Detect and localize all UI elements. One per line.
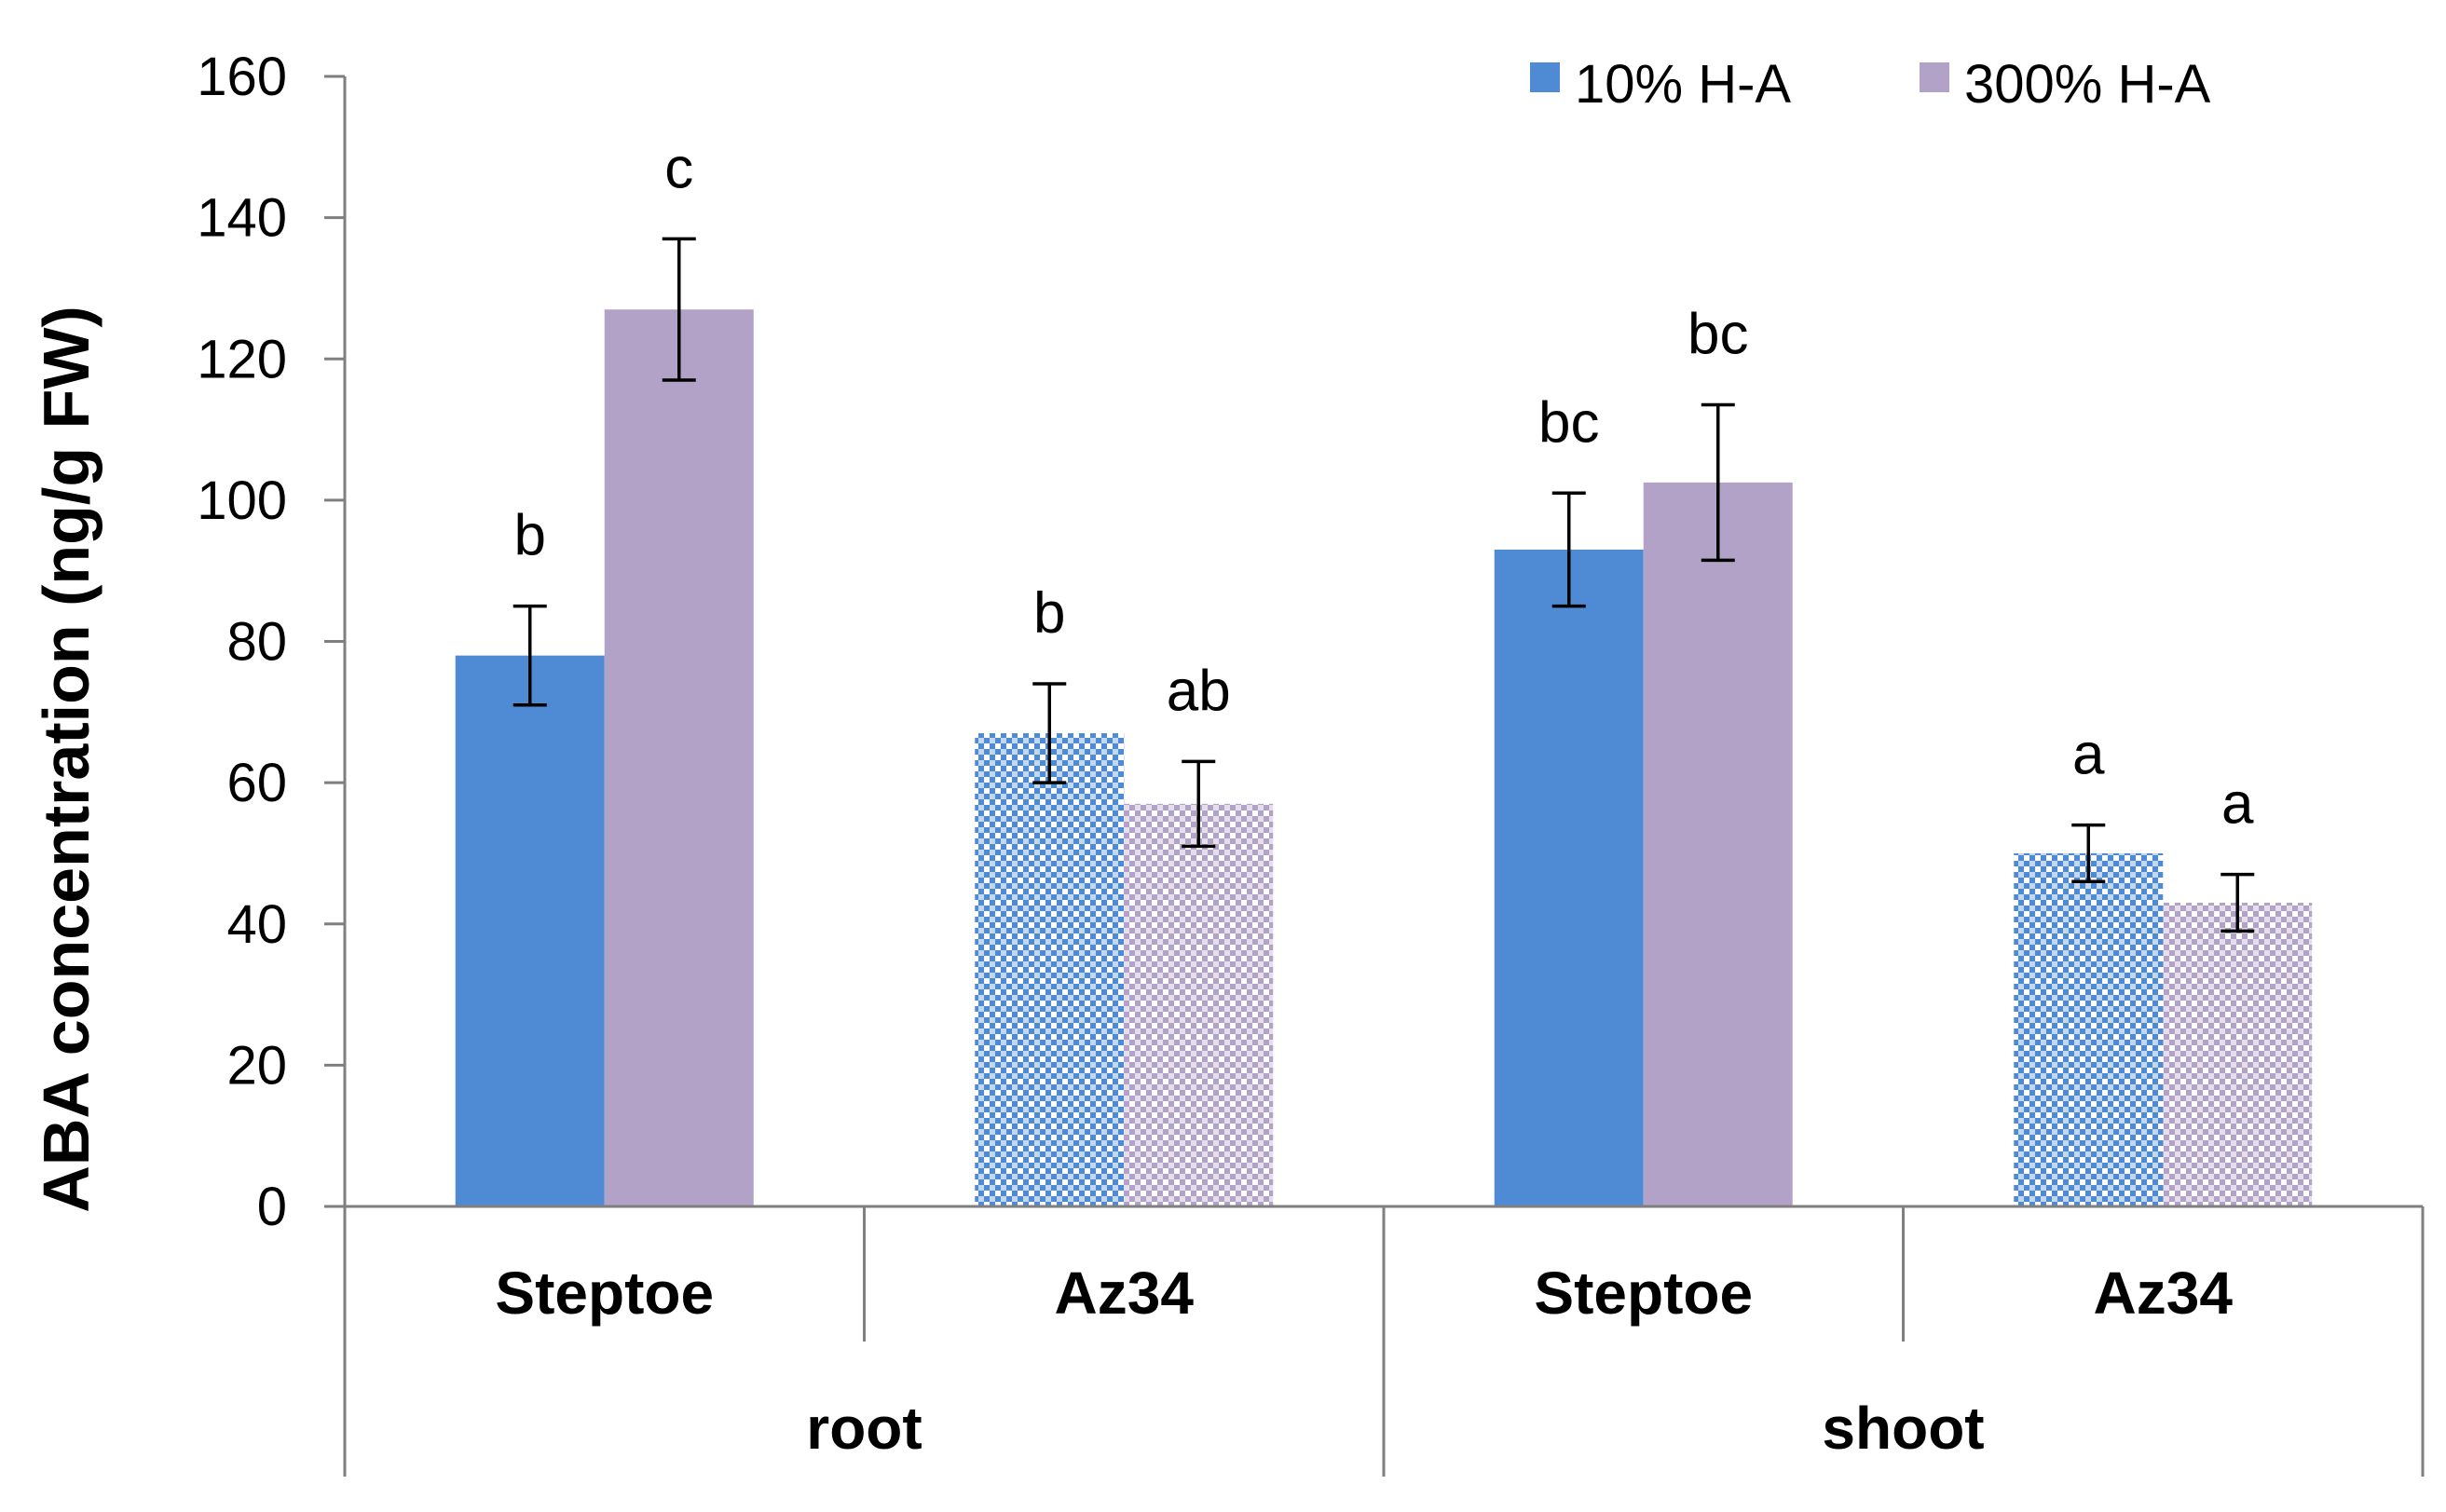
y-tick-label: 60 [226, 753, 287, 813]
y-tick-label: 100 [197, 470, 287, 531]
y-ticks-layer: 0 20 40 60 80 100 120 140 160 [197, 47, 345, 1237]
error-bar-root-az34-series-1 [1032, 682, 1067, 784]
y-tick-label: 0 [257, 1177, 287, 1237]
x-group-label: shoot [1822, 1395, 1984, 1462]
error-bar-root-steptoe-series-2 [662, 237, 696, 382]
x-category-label: Az34 [1055, 1260, 1195, 1327]
x-group-label: root [806, 1395, 922, 1462]
sig-letter-shoot-steptoe-series-2: bc [1688, 303, 1748, 367]
error-bars-layer [512, 237, 2255, 933]
y-tick-label: 80 [226, 612, 287, 673]
bar-root-az34-series-2 [1124, 803, 1274, 1206]
y-tick-label: 120 [197, 329, 287, 389]
error-bar-shoot-az34-series-2 [2221, 872, 2255, 933]
legend-label-10pct: 10% H-A [1575, 54, 1791, 115]
sig-letter-root-steptoe-series-2: c [664, 136, 693, 200]
legend-label-300pct: 300% H-A [1964, 54, 2211, 115]
error-bar-root-az34-series-2 [1182, 759, 1216, 849]
bar-shoot-az34-series-2 [2163, 903, 2313, 1206]
bar-shoot-steptoe-series-1 [1494, 549, 1644, 1206]
bars-layer [455, 309, 2313, 1206]
y-tick-label: 140 [197, 188, 287, 249]
x-category-label: Steptoe [1534, 1260, 1753, 1327]
x-category-label: Steptoe [495, 1260, 714, 1327]
sig-letter-shoot-steptoe-series-1: bc [1538, 390, 1599, 455]
error-bar-shoot-az34-series-1 [2071, 823, 2106, 884]
y-axis-title: ABA concentration (ng/g FW) [30, 306, 102, 1212]
legend-swatch-300pct [1920, 62, 1949, 92]
legend-swatch-10pct [1530, 62, 1560, 92]
y-tick-label: 160 [197, 47, 287, 107]
sig-letter-root-az34-series-1: b [1033, 581, 1065, 646]
sig-letter-shoot-az34-series-2: a [2221, 772, 2254, 837]
legend: 10% H-A 300% H-A [1530, 54, 2211, 115]
x-category-label: Az34 [2094, 1260, 2234, 1327]
sig-letter-shoot-az34-series-1: a [2072, 723, 2105, 787]
sig-letter-root-steptoe-series-1: b [514, 504, 546, 568]
y-tick-label: 20 [226, 1035, 287, 1096]
bar-shoot-steptoe-series-2 [1643, 482, 1793, 1206]
bar-root-steptoe-series-1 [455, 655, 605, 1206]
sig-letter-root-az34-series-2: ab [1167, 659, 1231, 723]
bar-shoot-az34-series-1 [2014, 852, 2164, 1206]
y-tick-label: 40 [226, 894, 287, 955]
bar-root-az34-series-1 [975, 733, 1125, 1206]
error-bar-shoot-steptoe-series-1 [1551, 491, 1586, 608]
error-bar-root-steptoe-series-1 [512, 604, 547, 707]
bar-root-steptoe-series-2 [604, 309, 754, 1206]
error-bar-shoot-steptoe-series-2 [1701, 402, 1735, 563]
category-labels-layer: Steptoe Az34 Steptoe Az34 root shoot [495, 1260, 2233, 1462]
